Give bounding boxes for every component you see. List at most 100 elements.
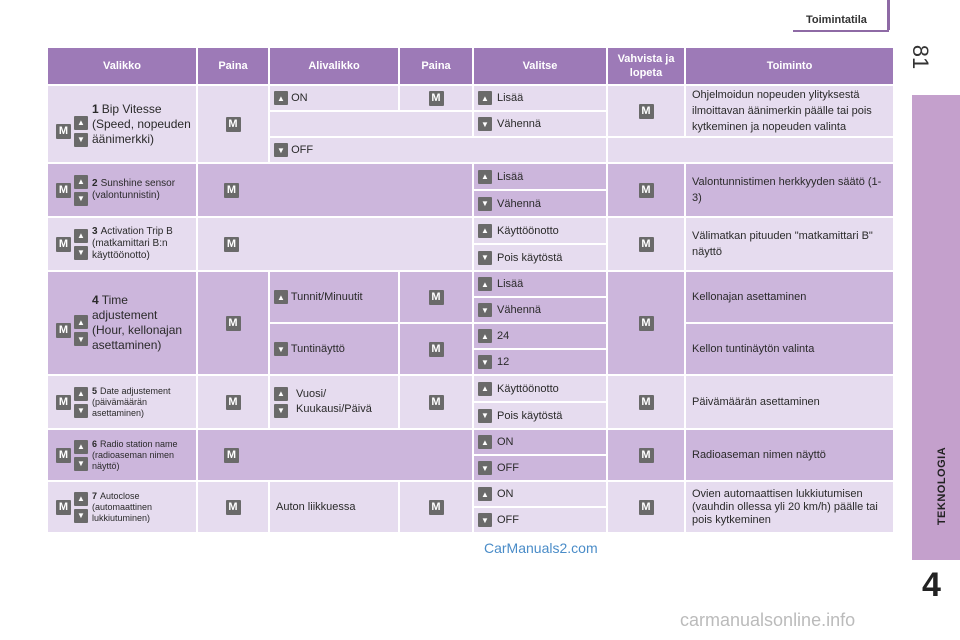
m-key-icon: M (225, 394, 241, 410)
table-row: ▼ Vähennä (48, 112, 893, 136)
up-arrow-icon: ▲ (74, 386, 88, 401)
confirm-cell: M (608, 164, 684, 216)
menu-number: 5 (92, 385, 98, 396)
table-row: M ▲ ▼ 3 Activation Trip B (matkamittari B:… (48, 218, 893, 270)
press-cell: M (198, 482, 268, 532)
press-cell: M (400, 376, 472, 428)
m-key-icon: M (428, 341, 444, 357)
select-cell: ▼ Vähennä (474, 112, 606, 136)
submenu-cell: ▲ ON (270, 86, 398, 110)
submenu-label: OFF (291, 143, 314, 156)
section-title: Toimintatila (806, 14, 867, 26)
select-label: Lisää (497, 91, 524, 104)
select-cell: ▲ ON (474, 482, 606, 506)
down-arrow-icon: ▼ (478, 355, 492, 369)
header-valikko: Valikko (48, 48, 196, 84)
menu-label: Sunshine sensor (valontunnistin) (92, 178, 176, 201)
m-key-icon: M (638, 103, 654, 119)
menu-label: Time adjustement (Hour, kellonajan asett… (92, 293, 183, 352)
m-key-icon: M (428, 394, 444, 410)
submenu-cell: ▲ Tunnit/Minuutit (270, 272, 398, 322)
table-row: ▼ OFF (48, 456, 893, 480)
menu-keys: M ▲ ▼ (56, 491, 88, 523)
function-cell: Kellonajan asettaminen (686, 272, 893, 322)
menu-number: 2 (92, 178, 98, 189)
blank-cell (270, 112, 472, 136)
select-cell: ▲ Käyttöönotto (474, 218, 606, 243)
table-row: ▼ Vähennä (48, 191, 893, 216)
m-key-icon: M (225, 116, 241, 132)
table-row: ▼ 12 (48, 350, 893, 374)
down-arrow-icon: ▼ (274, 403, 288, 418)
submenu-label: Tunnit/Minuutit (290, 290, 363, 303)
select-label: Lisää (497, 170, 524, 183)
m-key-icon: M (428, 90, 444, 106)
table-row: ▼ Pois käytöstä (48, 403, 893, 428)
header-vahvista: Vahvista ja lopeta (608, 48, 684, 84)
press-cell: M (400, 324, 472, 374)
table-row: ▼ OFF (48, 508, 893, 532)
confirm-cell: M (608, 218, 684, 270)
menu-cell-7: M ▲ ▼ 7 Autoclose (automaattinen lukkiutum… (48, 482, 196, 532)
menu-label: Bip Vitesse (Speed, nopeuden äänimerkki) (92, 101, 191, 146)
menu-keys: M ▲ ▼ (56, 439, 88, 471)
menu-cell-4: M ▲ ▼ 4 Time adjustement (Hour, kellonajan… (48, 272, 196, 374)
down-arrow-icon: ▼ (74, 191, 88, 206)
function-cell: Välimatkan pituuden "matkamittari B" näy… (686, 218, 893, 270)
select-cell: ▼ Pois käytöstä (474, 403, 606, 428)
down-arrow-icon: ▼ (74, 403, 88, 418)
m-key-icon: M (56, 182, 71, 198)
down-arrow-icon: ▼ (74, 456, 88, 471)
m-key-icon: M (428, 499, 444, 515)
submenu-cell: ▼ OFF (270, 138, 606, 162)
m-key-icon: M (638, 315, 654, 331)
m-key-icon: M (225, 499, 241, 515)
header-paina-2: Paina (400, 48, 472, 84)
select-cell: ▼ Vähennä (474, 298, 606, 322)
select-label: Pois käytöstä (497, 251, 563, 264)
m-key-icon: M (638, 499, 654, 515)
table-row: ▼ Pois käytöstä (48, 245, 893, 270)
function-cell: Kellon tuntinäytön valinta (686, 324, 893, 374)
submenu-label: Vuosi/ Kuukausi/Päivä (296, 388, 372, 415)
m-key-icon: M (56, 323, 71, 338)
select-label: ON (497, 435, 514, 448)
select-label: OFF (497, 513, 519, 526)
menu-number: 1 (92, 101, 99, 116)
down-arrow-icon: ▼ (478, 303, 492, 317)
chapter-number: 4 (922, 566, 941, 604)
down-arrow-icon: ▼ (74, 245, 88, 260)
m-key-icon: M (224, 182, 239, 198)
select-label: OFF (497, 461, 519, 474)
press-cell: M (198, 218, 472, 270)
select-cell: ▼ Vähennä (474, 191, 606, 216)
up-arrow-icon: ▲ (478, 169, 492, 184)
press-cell: M (400, 272, 472, 322)
up-arrow-icon: ▲ (478, 381, 492, 396)
select-label: Käyttöönotto (497, 382, 559, 395)
table-row: M ▲ ▼ 6 Radio station name (radioaseman ni… (48, 430, 893, 480)
select-cell: ▲ ON (474, 430, 606, 454)
function-cell: Päivämäärän asettaminen (686, 376, 893, 428)
menu-number: 6 (92, 438, 98, 449)
press-cell: M (198, 430, 472, 480)
menu-label: Autoclose (automaattinen lukkiutuminen) (92, 490, 153, 523)
press-cell: M (198, 86, 268, 162)
side-tab-label: TEKNOLOGIA (936, 446, 948, 526)
function-cell: Radioaseman nimen näyttö (686, 430, 893, 480)
menu-keys: M ▲ ▼ (56, 315, 88, 346)
menu-label: Radio station name (radioaseman nimen nä… (92, 438, 178, 471)
function-cell: Ovien automaattisen lukkiutumisen (vauhd… (686, 482, 893, 532)
up-arrow-icon: ▲ (274, 386, 288, 401)
m-key-icon: M (638, 236, 654, 252)
select-cell: ▲ Lisää (474, 272, 606, 296)
table-row: M ▲ ▼ 4 Time adjustement (Hour, kellonajan… (48, 272, 893, 374)
m-key-icon: M (225, 315, 241, 331)
menu-cell-6: M ▲ ▼ 6 Radio station name (radioaseman ni… (48, 430, 196, 480)
m-key-icon: M (56, 236, 71, 252)
m-key-icon: M (56, 447, 71, 463)
down-arrow-icon: ▼ (274, 342, 288, 356)
press-cell: M (198, 272, 268, 374)
header-toiminto: Toiminto (686, 48, 893, 84)
select-label: Käyttöönotto (497, 224, 559, 237)
